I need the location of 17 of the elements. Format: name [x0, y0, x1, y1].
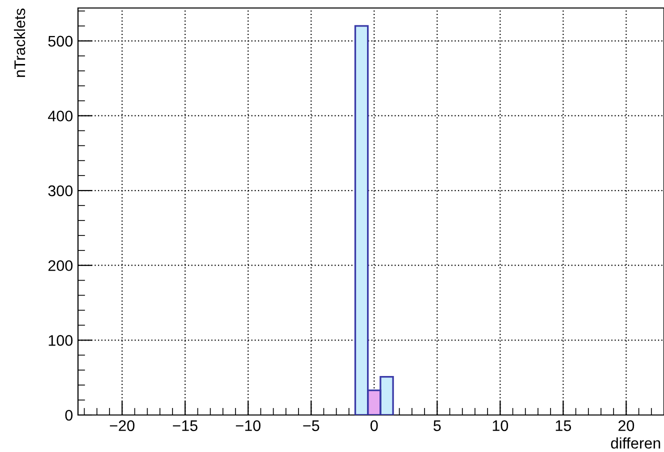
x-tick-label: 10: [492, 420, 508, 432]
x-tick-label: 5: [434, 420, 441, 432]
y-tick-label: 0: [65, 410, 73, 421]
y-tick-label: 100: [48, 335, 73, 346]
x-tick-label: 15: [556, 420, 572, 432]
x-tick-label: −15: [172, 420, 198, 432]
x-tick-label: −20: [110, 420, 134, 432]
x-axis-title: differen: [611, 437, 660, 449]
x-tick-label: −10: [236, 420, 260, 432]
y-tick-label: 200: [48, 260, 73, 272]
y-tick-label: 500: [48, 36, 73, 47]
y-tick-label: 400: [48, 110, 73, 122]
x-tick-label: 20: [618, 420, 634, 432]
x-tick-label: −5: [303, 420, 320, 432]
x-tick-label: 0: [370, 420, 378, 432]
y-axis-title: nTracklets: [14, 8, 26, 77]
y-tick-label: 300: [48, 185, 73, 196]
